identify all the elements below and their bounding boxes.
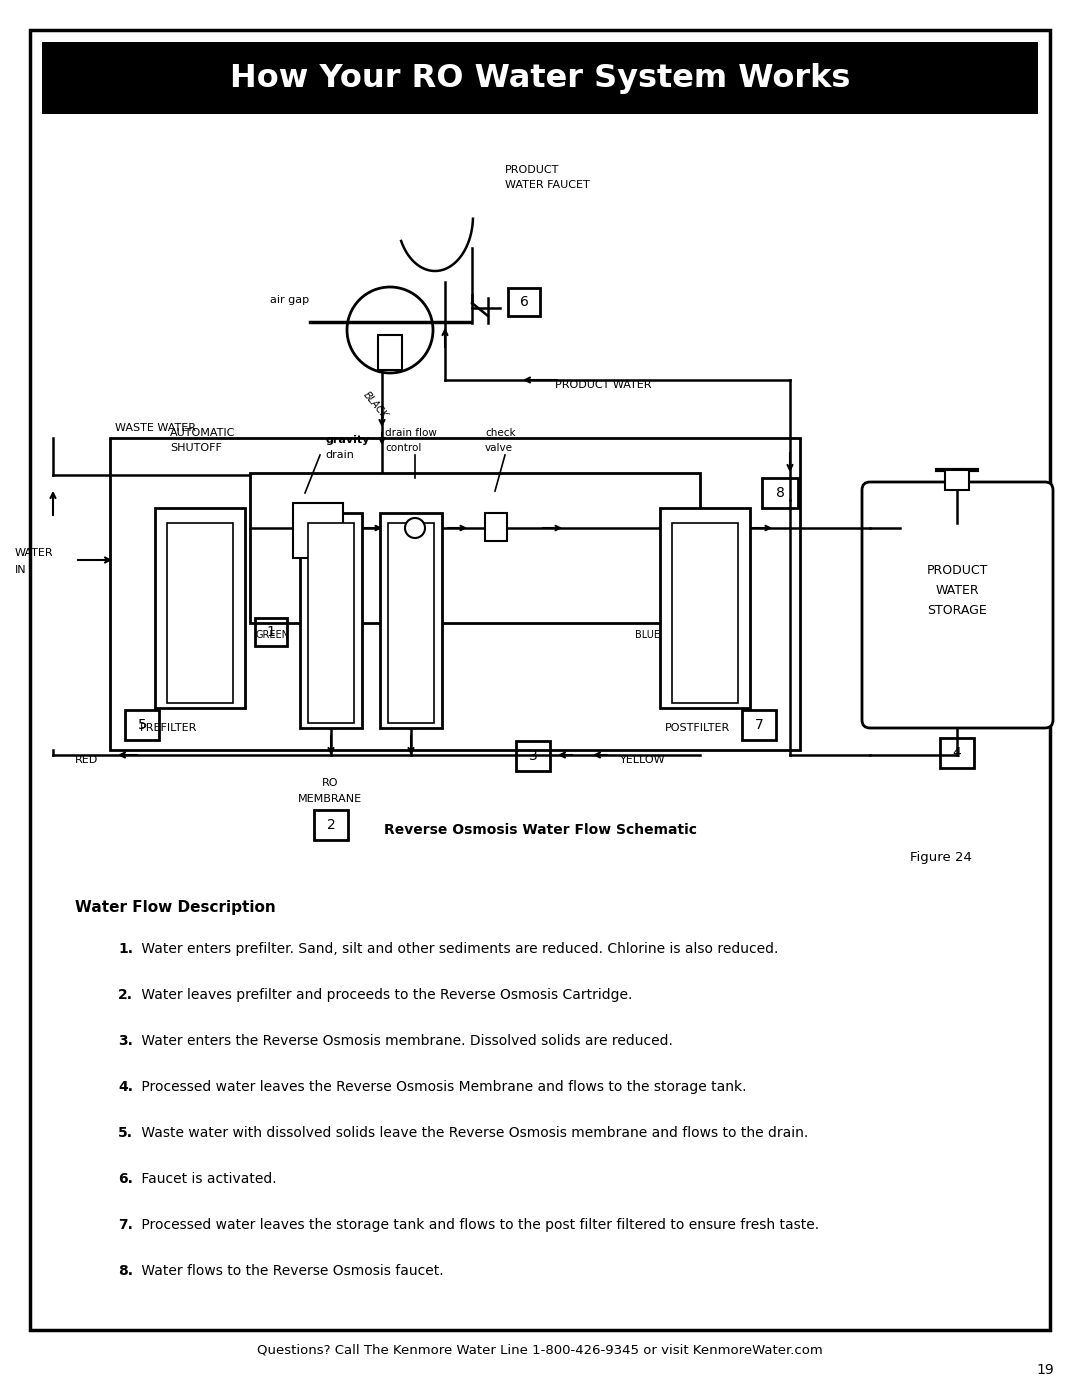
Text: Questions? Call The Kenmore Water Line 1-800-426-9345 or visit KenmoreWater.com: Questions? Call The Kenmore Water Line 1… [257,1344,823,1356]
Text: drain flow: drain flow [384,427,437,439]
Text: 8.: 8. [118,1264,133,1278]
Text: Water flows to the Reverse Osmosis faucet.: Water flows to the Reverse Osmosis fauce… [137,1264,444,1278]
Text: RO: RO [322,778,338,788]
Bar [42,42,1038,115]
Text: PRODUCT WATER: PRODUCT WATER [555,380,651,390]
Bar [249,474,700,623]
Text: WASTE WATER: WASTE WATER [114,423,195,433]
Text: SHUTOFF: SHUTOFF [170,443,221,453]
Bar [293,503,343,557]
Bar [156,509,245,708]
FancyBboxPatch shape [862,482,1053,728]
Text: Processed water leaves the storage tank and flows to the post filter filtered to: Processed water leaves the storage tank … [137,1218,819,1232]
Bar [388,522,434,724]
Text: gravity: gravity [325,434,369,446]
Text: 1.: 1. [118,942,133,956]
Bar [672,522,738,703]
Text: Water enters prefilter. Sand, silt and other sediments are reduced. Chlorine is : Water enters prefilter. Sand, silt and o… [137,942,779,956]
Text: WATER: WATER [15,548,54,557]
Text: 2: 2 [326,819,336,833]
Text: WATER FAUCET: WATER FAUCET [505,180,590,190]
Bar [762,478,798,509]
Text: Water Flow Description: Water Flow Description [75,900,275,915]
Text: 8: 8 [775,486,784,500]
Text: 3: 3 [528,749,538,763]
Text: 5.: 5. [118,1126,133,1140]
Text: 1: 1 [267,624,275,638]
Text: BLUE: BLUE [635,630,660,640]
Text: 7.: 7. [118,1218,133,1232]
Text: PRODUCT: PRODUCT [505,165,559,175]
Bar [485,513,507,541]
Text: BLACK: BLACK [361,390,389,420]
Bar [742,710,777,740]
Text: Waste water with dissolved solids leave the Reverse Osmosis membrane and flows t: Waste water with dissolved solids leave … [137,1126,808,1140]
Text: MEMBRANE: MEMBRANE [298,793,362,805]
Text: valve: valve [485,443,513,453]
Text: control: control [384,443,421,453]
Bar [167,522,233,703]
Text: Water leaves prefilter and proceeds to the Reverse Osmosis Cartridge.: Water leaves prefilter and proceeds to t… [137,988,633,1002]
Text: PRODUCT: PRODUCT [927,563,988,577]
Bar [314,810,348,840]
Text: Faucet is activated.: Faucet is activated. [137,1172,276,1186]
Bar [516,740,550,771]
Text: air gap: air gap [270,295,309,305]
Text: 5: 5 [137,718,147,732]
Text: 4: 4 [953,746,961,760]
Bar [255,617,287,645]
Bar [940,738,974,768]
Bar [508,288,540,316]
Text: How Your RO Water System Works: How Your RO Water System Works [230,63,850,94]
Bar [308,522,354,724]
Text: Reverse Osmosis Water Flow Schematic: Reverse Osmosis Water Flow Schematic [383,823,697,837]
Bar [110,439,800,750]
Text: Figure 24: Figure 24 [910,852,972,865]
Text: PREFILTER: PREFILTER [140,724,198,733]
Bar [945,469,969,490]
Circle shape [405,518,426,538]
Bar [380,513,442,728]
Bar [125,710,159,740]
Text: WATER: WATER [935,584,978,597]
Text: STORAGE: STORAGE [927,604,987,616]
Text: 3.: 3. [118,1034,133,1048]
Text: IN: IN [15,564,27,576]
Bar [660,509,750,708]
Text: RED: RED [75,754,98,766]
Text: Processed water leaves the Reverse Osmosis Membrane and flows to the storage tan: Processed water leaves the Reverse Osmos… [137,1080,746,1094]
Text: AUTOMATIC: AUTOMATIC [170,427,235,439]
Text: 6: 6 [519,295,528,309]
Text: YELLOW: YELLOW [620,754,665,766]
Bar [378,335,402,370]
Text: drain: drain [325,450,354,460]
Text: GREEN: GREEN [255,630,289,640]
Text: 6.: 6. [118,1172,133,1186]
Text: 4.: 4. [118,1080,133,1094]
Text: check: check [485,427,515,439]
Bar [300,513,362,728]
Text: POSTFILTER: POSTFILTER [665,724,730,733]
Text: 19: 19 [1036,1363,1054,1377]
Text: Water enters the Reverse Osmosis membrane. Dissolved solids are reduced.: Water enters the Reverse Osmosis membran… [137,1034,673,1048]
Circle shape [347,286,433,373]
Text: 2.: 2. [118,988,133,1002]
Text: 7: 7 [755,718,764,732]
